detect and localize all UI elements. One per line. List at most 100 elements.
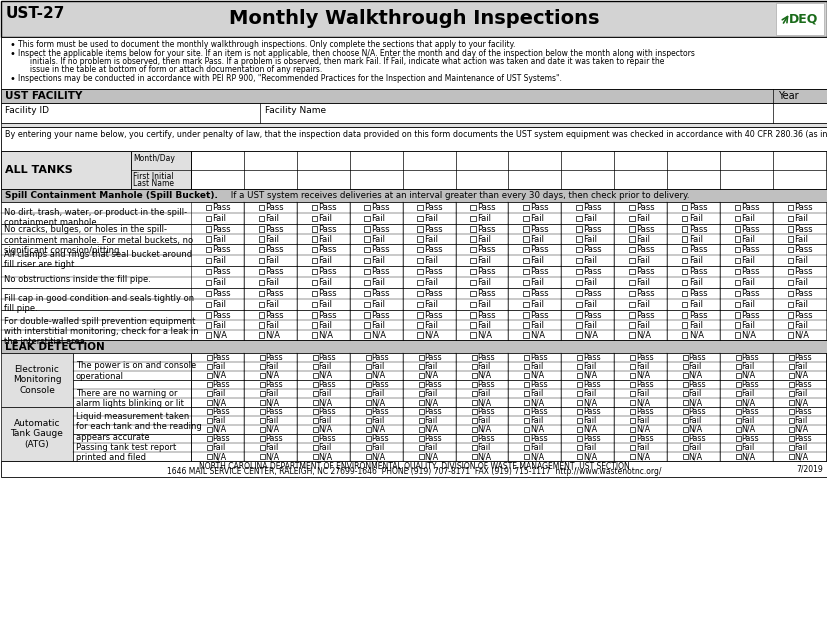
Text: Pass: Pass — [318, 407, 336, 416]
Bar — [471, 445, 476, 450]
Text: Fail: Fail — [582, 300, 596, 309]
Text: Pass: Pass — [529, 225, 548, 234]
Bar — [417, 269, 423, 275]
Bar — [471, 364, 476, 369]
Bar — [364, 291, 370, 296]
Text: N/A: N/A — [635, 371, 649, 380]
Text: N/A: N/A — [688, 425, 702, 434]
Text: Pass: Pass — [213, 407, 230, 416]
Bar — [681, 332, 686, 338]
Text: Fail: Fail — [688, 389, 701, 398]
Text: Fail: Fail — [476, 321, 490, 330]
Bar — [366, 409, 370, 414]
Text: Fail: Fail — [635, 443, 648, 452]
Bar — [1, 127, 826, 151]
Text: Month/Day: Month/Day — [133, 154, 174, 163]
Text: Fail: Fail — [741, 278, 755, 287]
Bar — [207, 391, 212, 396]
Bar — [470, 291, 476, 296]
Text: Fail: Fail — [318, 321, 332, 330]
Text: Fail: Fail — [476, 256, 490, 265]
Text: N/A: N/A — [476, 398, 490, 407]
Text: Fail: Fail — [318, 214, 332, 223]
Bar — [786, 332, 792, 338]
Text: Fail: Fail — [529, 389, 543, 398]
Text: Fail: Fail — [582, 234, 596, 243]
Bar — [313, 364, 318, 369]
Bar — [418, 373, 423, 378]
Bar — [629, 312, 633, 317]
Text: Fail: Fail — [635, 234, 649, 243]
Text: initials. If no problem is observed, then mark Pass. If a problem is observed, t: initials. If no problem is observed, the… — [18, 57, 663, 66]
Bar — [311, 258, 317, 263]
Text: No cracks, bulges, or holes in the spill-
containment manhole. For metal buckets: No cracks, bulges, or holes in the spill… — [4, 225, 193, 255]
Bar — [311, 312, 317, 317]
Bar — [523, 323, 528, 328]
Text: Pass: Pass — [635, 225, 653, 234]
Text: Pass: Pass — [794, 203, 812, 212]
Text: Fail: Fail — [370, 362, 384, 371]
Text: UST FACILITY: UST FACILITY — [5, 91, 82, 101]
Text: Pass: Pass — [423, 203, 442, 212]
Text: Fail: Fail — [476, 362, 490, 371]
Text: Pass: Pass — [265, 407, 283, 416]
Text: Fail: Fail — [213, 443, 226, 452]
Text: Facility Name: Facility Name — [265, 106, 326, 115]
Text: UST-27: UST-27 — [6, 6, 65, 22]
Bar — [258, 301, 264, 307]
Text: Fail: Fail — [370, 321, 385, 330]
Bar — [470, 216, 476, 221]
Text: Fail: Fail — [688, 362, 701, 371]
Text: N/A: N/A — [741, 452, 755, 461]
Bar — [313, 391, 318, 396]
Bar — [1, 266, 826, 288]
Bar — [576, 247, 581, 252]
Text: Fail: Fail — [318, 256, 332, 265]
Bar — [364, 332, 370, 338]
Bar — [364, 227, 370, 232]
Text: Fail: Fail — [265, 234, 279, 243]
Text: N/A: N/A — [741, 371, 755, 380]
Bar — [681, 227, 686, 232]
Bar — [735, 400, 740, 405]
Text: Pass: Pass — [529, 289, 548, 298]
Text: Fail: Fail — [635, 416, 648, 425]
Bar — [207, 436, 212, 441]
Text: •: • — [10, 49, 16, 59]
Bar — [470, 227, 476, 232]
Bar — [418, 418, 423, 423]
Bar — [786, 258, 792, 263]
Text: Pass: Pass — [688, 353, 705, 362]
Text: Pass: Pass — [423, 289, 442, 298]
Bar — [418, 427, 423, 432]
Bar — [366, 364, 370, 369]
Text: If a UST system receives deliveries at an interval greater than every 30 days, t: If a UST system receives deliveries at a… — [227, 191, 689, 200]
Bar — [418, 436, 423, 441]
Bar — [576, 227, 581, 232]
Bar — [364, 323, 370, 328]
Text: N/A: N/A — [529, 330, 544, 339]
Bar — [1, 103, 826, 123]
Bar — [260, 382, 265, 387]
Text: Pass: Pass — [582, 380, 600, 389]
Bar — [682, 400, 687, 405]
Text: Pass: Pass — [213, 267, 231, 276]
Text: Pass: Pass — [423, 380, 442, 389]
Bar — [523, 364, 528, 369]
Text: Pass: Pass — [318, 203, 337, 212]
Bar — [418, 409, 423, 414]
Text: Fail: Fail — [213, 234, 227, 243]
Text: Fail: Fail — [265, 214, 279, 223]
Bar — [629, 269, 633, 275]
Bar — [471, 427, 476, 432]
Bar — [576, 216, 581, 221]
Bar — [786, 227, 792, 232]
Text: Fail: Fail — [529, 278, 543, 287]
Bar — [523, 280, 528, 285]
Bar — [523, 205, 528, 211]
Text: Pass: Pass — [213, 245, 231, 254]
Text: N/A: N/A — [318, 398, 332, 407]
Text: N/A: N/A — [582, 398, 596, 407]
Bar — [73, 434, 191, 461]
Text: Pass: Pass — [794, 380, 811, 389]
